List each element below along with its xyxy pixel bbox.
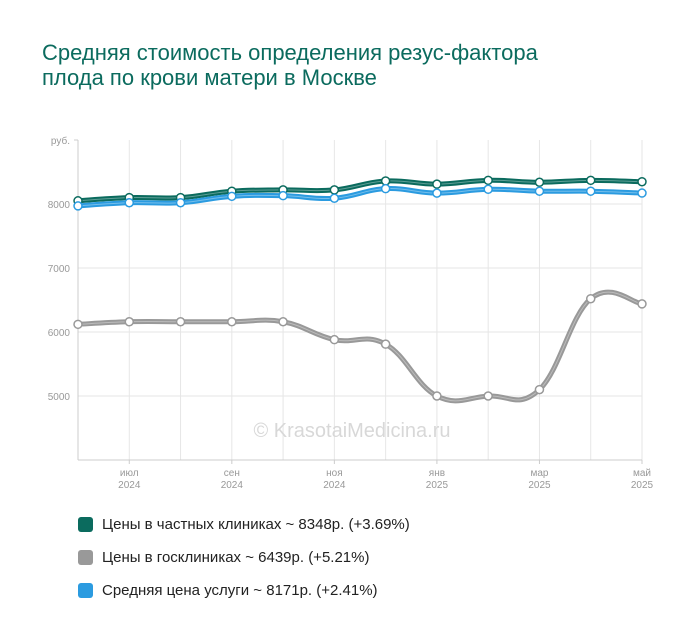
y-tick-label: 6000	[48, 328, 71, 339]
grid	[77, 140, 643, 460]
y-axis: 5000 6000 7000 8000 руб.	[48, 135, 79, 460]
x-tick-month: ноя	[326, 468, 343, 479]
x-tick-year: 2025	[631, 480, 654, 491]
data-point-public	[637, 299, 647, 309]
data-point-average	[278, 190, 288, 201]
legend-swatch-public	[78, 550, 93, 565]
series-line-highlight-average	[77, 188, 643, 207]
data-point-average	[73, 201, 83, 211]
data-point-average	[380, 183, 391, 194]
data-point-public	[124, 317, 135, 327]
data-point-public	[73, 319, 83, 330]
x-tick-year: 2024	[323, 480, 346, 491]
data-point-private	[483, 175, 493, 186]
x-tick-month: июл	[120, 468, 139, 479]
series-line-average	[75, 186, 645, 209]
legend-item-public[interactable]: Цены в госклиниках ~ 6439р. (+5.21%)	[78, 541, 410, 574]
data-point-public	[227, 317, 237, 327]
legend: Цены в частных клиниках ~ 8348р. (+3.69%…	[78, 508, 410, 607]
data-point-average	[534, 186, 545, 196]
series-line-highlight-private	[77, 179, 643, 202]
x-tick-month: янв	[429, 468, 445, 479]
data-point-private	[637, 176, 647, 187]
legend-label-public: Цены в госклиниках ~ 6439р. (+5.21%)	[102, 549, 370, 566]
data-point-public	[278, 317, 288, 327]
y-tick-label: 8000	[48, 200, 71, 211]
series-line-public	[75, 289, 645, 404]
legend-label-private: Цены в частных клиниках ~ 8348р. (+3.69%…	[102, 516, 410, 533]
data-point-public	[432, 391, 442, 401]
data-point-public	[329, 334, 340, 345]
x-tick-year: 2024	[221, 480, 244, 491]
legend-item-average[interactable]: Средняя цена услуги ~ 8171р. (+2.41%)	[78, 574, 410, 607]
legend-item-private[interactable]: Цены в частных клиниках ~ 8348р. (+3.69%…	[78, 508, 410, 541]
x-tick-year: 2024	[118, 480, 141, 491]
x-tick-year: 2025	[528, 480, 551, 491]
y-tick-label: 7000	[48, 264, 71, 275]
y-unit-label: руб.	[51, 135, 70, 147]
data-point-private	[329, 185, 340, 195]
series-lines	[75, 177, 645, 404]
data-point-public	[175, 317, 186, 327]
data-point-public	[534, 384, 545, 395]
series-line-private	[75, 177, 645, 204]
data-point-average	[637, 188, 647, 198]
data-point-average	[432, 188, 442, 198]
data-point-private	[534, 177, 545, 187]
data-point-private	[585, 175, 596, 186]
legend-swatch-private	[78, 517, 93, 532]
watermark: © KrasotaiMedicina.ru	[253, 420, 450, 442]
x-tick-year: 2025	[426, 480, 449, 491]
data-point-average	[175, 197, 186, 208]
data-point-public	[380, 339, 391, 349]
chart-title: Средняя стоимость определения резус-факт…	[42, 40, 538, 90]
data-point-private	[380, 176, 391, 186]
data-point-public	[483, 391, 493, 401]
data-point-public	[585, 293, 596, 304]
data-point-average	[124, 197, 135, 208]
data-point-average	[227, 191, 237, 202]
series-line-highlight-public	[77, 291, 643, 402]
x-axis: июл2024сен2024ноя2024янв2025мар2025май20…	[78, 459, 654, 491]
legend-label-average: Средняя цена услуги ~ 8171р. (+2.41%)	[102, 582, 378, 599]
data-point-average	[483, 184, 493, 195]
y-tick-label: 5000	[48, 392, 71, 403]
x-tick-month: сен	[224, 468, 240, 479]
data-point-average	[585, 186, 596, 196]
series-points	[73, 175, 647, 401]
x-tick-month: май	[633, 468, 651, 479]
data-point-average	[329, 193, 340, 203]
x-tick-month: мар	[530, 468, 548, 479]
data-point-private	[432, 179, 442, 189]
legend-swatch-average	[78, 583, 93, 598]
